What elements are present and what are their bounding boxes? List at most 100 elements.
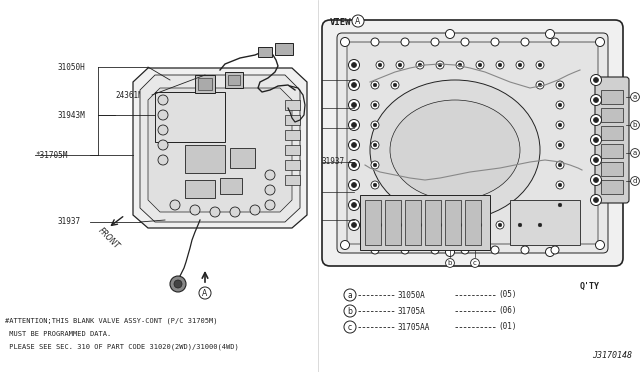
Circle shape [349,99,360,110]
Circle shape [349,160,360,170]
Text: d: d [633,178,637,184]
Circle shape [436,61,444,69]
Circle shape [461,246,469,254]
Text: 31943M: 31943M [57,110,84,119]
FancyBboxPatch shape [322,20,623,266]
Bar [385,200,401,245]
Circle shape [558,183,562,187]
Circle shape [373,123,377,127]
Circle shape [158,125,168,135]
Circle shape [556,181,564,189]
Bar [285,100,300,110]
Circle shape [190,205,200,215]
Bar [285,130,300,140]
FancyBboxPatch shape [337,33,608,253]
Circle shape [373,203,377,207]
Circle shape [416,221,424,229]
Text: J3170148: J3170148 [592,351,632,360]
Bar [185,180,215,198]
Bar [155,92,225,142]
Circle shape [371,38,379,46]
Text: 31937: 31937 [57,218,80,227]
Circle shape [516,221,524,229]
Circle shape [476,221,484,229]
Text: c: c [473,260,477,266]
Circle shape [371,141,379,149]
Polygon shape [133,68,307,228]
Bar [601,126,623,140]
Text: 24361M: 24361M [115,90,143,99]
Circle shape [556,81,564,89]
Circle shape [436,221,444,229]
Text: *31705M: *31705M [35,151,67,160]
Circle shape [371,201,379,209]
Circle shape [398,63,402,67]
Text: FRONT: FRONT [96,226,121,250]
Bar [285,115,300,125]
Text: 31050A: 31050A [398,291,426,299]
Circle shape [558,123,562,127]
Circle shape [349,80,360,90]
Circle shape [349,60,360,71]
Circle shape [593,157,598,163]
Circle shape [349,140,360,151]
Circle shape [431,246,439,254]
Circle shape [476,61,484,69]
Polygon shape [148,88,292,212]
Circle shape [538,63,542,67]
Text: a: a [633,150,637,156]
Text: (05): (05) [498,291,516,299]
Bar [285,145,300,155]
Bar [601,90,623,104]
Circle shape [498,223,502,227]
Bar [230,148,255,168]
Bar [465,200,481,245]
Bar [510,200,580,245]
Circle shape [591,195,602,205]
Circle shape [516,61,524,69]
Circle shape [593,77,598,83]
Circle shape [496,221,504,229]
Bar [285,160,300,170]
Circle shape [396,61,404,69]
Circle shape [351,83,356,87]
Text: (01): (01) [498,323,516,331]
Circle shape [265,170,275,180]
Circle shape [593,198,598,202]
Circle shape [351,202,356,208]
Circle shape [438,223,442,227]
Circle shape [461,38,469,46]
Circle shape [491,38,499,46]
Bar [220,178,242,194]
Circle shape [591,135,602,145]
Circle shape [458,223,462,227]
Circle shape [371,161,379,169]
Circle shape [591,174,602,186]
FancyBboxPatch shape [347,42,598,244]
Text: PLEASE SEE SEC. 310 OF PART CODE 31020(2WD)/31000(4WD): PLEASE SEE SEC. 310 OF PART CODE 31020(2… [5,344,239,350]
Circle shape [456,61,464,69]
Circle shape [545,247,554,257]
Bar [185,145,225,173]
Circle shape [556,101,564,109]
Circle shape [174,280,182,288]
Circle shape [158,110,168,120]
Bar [365,200,381,245]
Text: b: b [448,260,452,266]
Circle shape [431,38,439,46]
Circle shape [351,142,356,148]
Circle shape [593,138,598,142]
Circle shape [536,221,544,229]
Circle shape [351,163,356,167]
Circle shape [478,223,482,227]
Circle shape [349,219,360,231]
Text: b: b [633,122,637,128]
Circle shape [418,223,422,227]
Circle shape [518,63,522,67]
Bar [601,144,623,158]
Circle shape [558,83,562,87]
Circle shape [349,180,360,190]
Text: a: a [348,291,353,299]
Text: 31705AA: 31705AA [398,323,430,331]
Circle shape [398,223,402,227]
